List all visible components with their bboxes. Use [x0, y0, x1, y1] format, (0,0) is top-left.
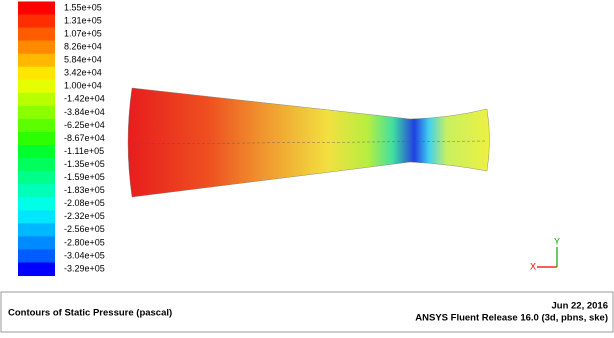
footer-date: Jun 22, 2016	[551, 301, 608, 312]
legend-label: -1.11e+05	[64, 146, 104, 156]
legend-band	[18, 67, 55, 81]
legend-label: -2.80e+05	[64, 237, 105, 247]
legend-label: 8.26e+04	[64, 42, 102, 52]
legend-label: -1.59e+05	[64, 172, 105, 182]
legend-label: -2.56e+05	[64, 224, 105, 234]
footer-title: Contours of Static Pressure (pascal)	[8, 308, 172, 319]
legend-band	[18, 1, 55, 15]
legend-band	[18, 210, 55, 224]
legend-band	[18, 158, 55, 172]
legend-label: 1.31e+05	[64, 15, 102, 25]
legend-band	[18, 145, 55, 159]
viewer: X Y Contours of Static Pressure (pascal)…	[0, 0, 614, 333]
legend-label: 3.42e+04	[64, 68, 102, 78]
footer-release: ANSYS Fluent Release 16.0 (3d, pbns, ske…	[415, 313, 608, 324]
triad-x-label: X	[530, 261, 536, 271]
legend-band	[18, 249, 55, 263]
triad-y-label: Y	[554, 236, 560, 246]
legend-band	[18, 80, 55, 94]
legend-band	[18, 93, 55, 107]
legend-label: -3.04e+05	[64, 250, 105, 260]
legend-label: -1.83e+05	[64, 185, 105, 195]
page: X Y Contours of Static Pressure (pascal)…	[0, 0, 614, 333]
legend-label: -2.32e+05	[64, 211, 105, 221]
legend-band	[18, 28, 55, 42]
legend-label: 5.84e+04	[64, 55, 102, 65]
legend-label: 1.07e+05	[64, 28, 102, 38]
legend-band	[18, 197, 55, 211]
legend-label: -3.29e+05	[64, 263, 105, 273]
legend-band	[18, 262, 55, 276]
legend-label: 1.55e+05	[64, 2, 102, 12]
legend-band	[18, 15, 55, 29]
legend-label: -3.84e+04	[64, 107, 105, 117]
legend-label: -1.42e+04	[64, 94, 105, 104]
legend-band	[18, 223, 55, 237]
legend-label: 1.00e+04	[64, 81, 102, 91]
legend-label: -2.08e+05	[64, 198, 105, 208]
legend-band	[18, 236, 55, 250]
legend-label: -6.25e+04	[64, 120, 105, 130]
legend-band	[18, 106, 55, 120]
legend-band	[18, 171, 55, 185]
legend-band	[18, 41, 55, 55]
legend-band	[18, 54, 55, 68]
legend-band	[18, 184, 55, 198]
legend-label: -8.67e+04	[64, 133, 105, 143]
legend-band	[18, 132, 55, 146]
legend-label: -1.35e+05	[64, 159, 105, 169]
legend-band	[18, 119, 55, 133]
